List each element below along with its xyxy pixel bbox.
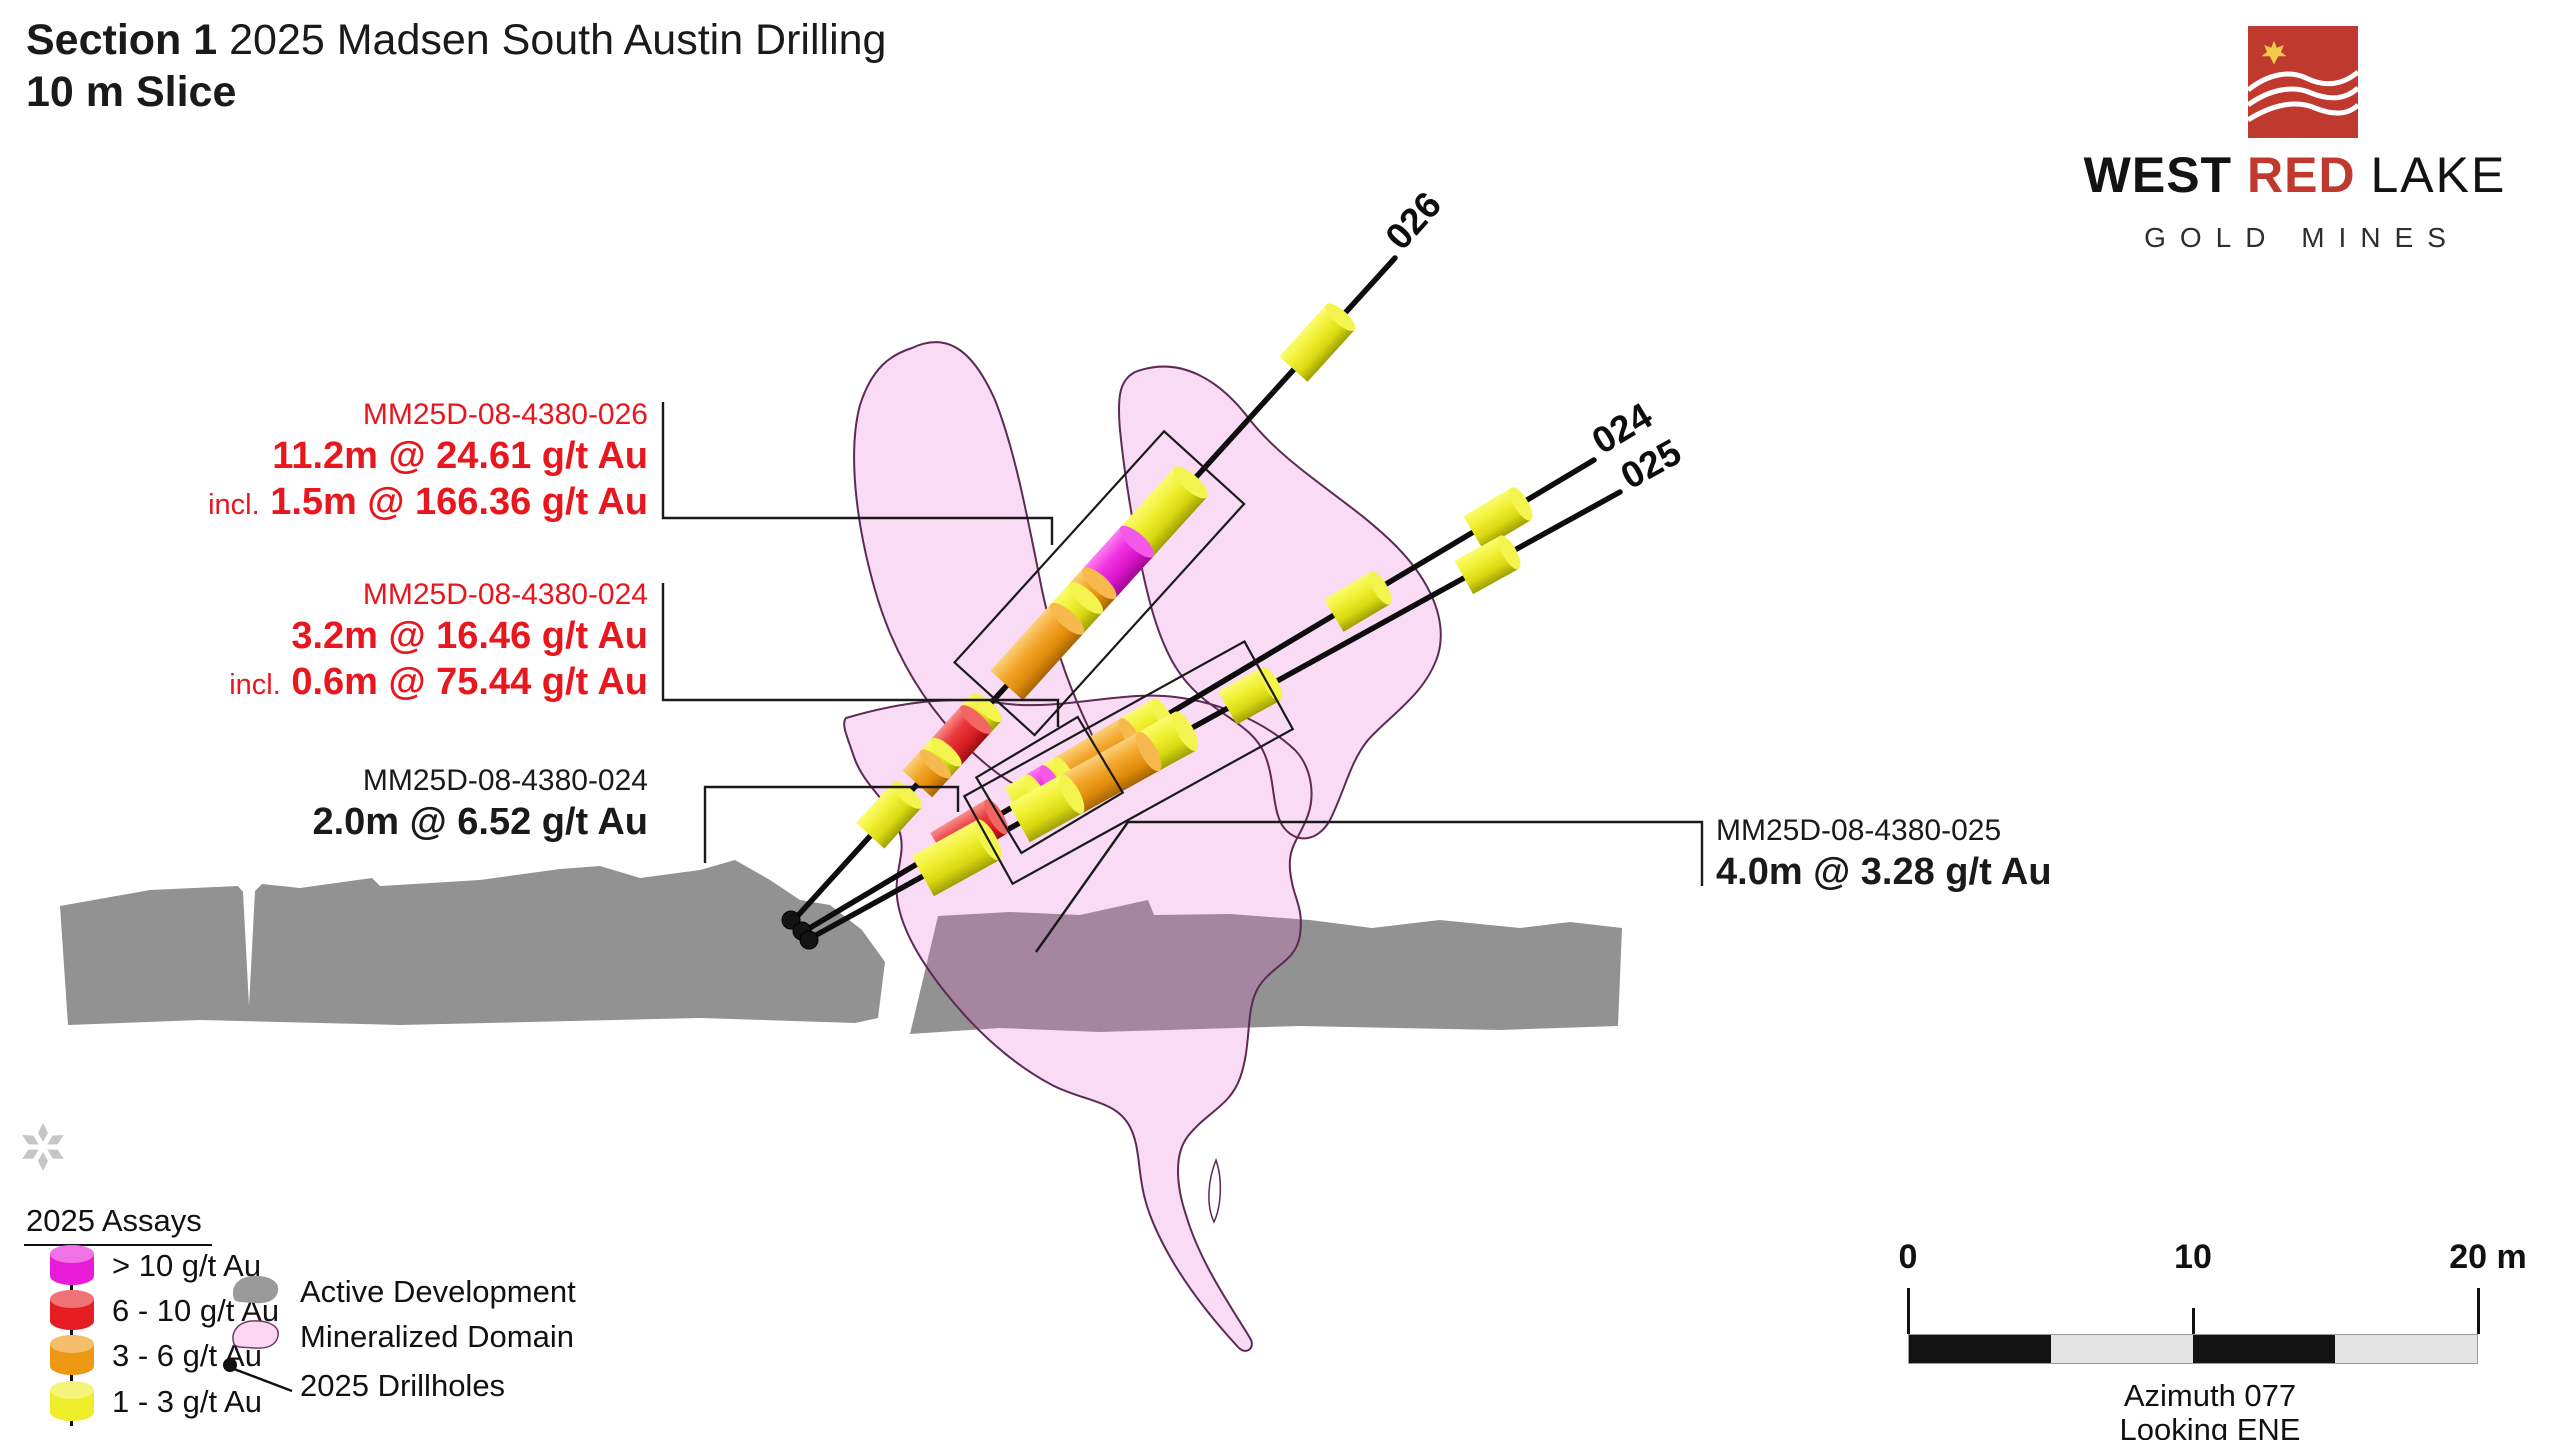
domain-notch bbox=[1208, 1157, 1222, 1224]
scale-segment-3 bbox=[2193, 1335, 2335, 1363]
annotation-024l-hole-id: MM25D-08-4380-024 bbox=[362, 764, 648, 797]
active-development-icon bbox=[232, 1275, 279, 1304]
annotation-026-incl: incl. 1.5m @ 166.36 g/t Au bbox=[208, 479, 648, 528]
legend-label-1-3: 1 - 3 g/t Au bbox=[112, 1384, 262, 1419]
logo-red: RED bbox=[2247, 147, 2356, 203]
trace-label-026: 026 bbox=[1377, 184, 1449, 257]
scale-looking-label: Looking ENE bbox=[2119, 1412, 2301, 1440]
annotation-024-upper: MM25D-08-4380-024 3.2m @ 16.46 g/t Au in… bbox=[229, 576, 648, 708]
development-bar bbox=[910, 900, 1622, 1034]
assay-puck-3-6-icon bbox=[50, 1335, 94, 1375]
drill-collars bbox=[781, 910, 819, 950]
page-title: Section 1 2025 Madsen South Austin Drill… bbox=[26, 14, 886, 118]
legend-label-drillholes: 2025 Drillholes bbox=[300, 1368, 506, 1403]
annotation-026-value: 11.2m @ 24.61 g/t Au bbox=[272, 435, 648, 477]
legend-label-gt10: > 10 g/t Au bbox=[112, 1248, 262, 1283]
scale-bar-segments bbox=[1908, 1334, 2478, 1364]
callout-box-026 bbox=[952, 429, 1246, 737]
annotation-024u-incl-prefix: incl. bbox=[229, 669, 281, 701]
drillhole-symbol-icon bbox=[223, 1358, 293, 1393]
annotation-024u-value: 3.2m @ 16.46 g/t Au bbox=[291, 615, 648, 657]
scale-tick-20 bbox=[2477, 1288, 2480, 1334]
legend-label-mineralized-domain: Mineralized Domain bbox=[300, 1319, 574, 1354]
scale-segment-1 bbox=[1909, 1335, 2051, 1363]
logo-mark bbox=[2248, 26, 2358, 138]
logo-tagline: GOLD MINES bbox=[2144, 222, 2460, 253]
software-snowflake-icon bbox=[22, 1123, 64, 1171]
scale-tick-10 bbox=[2192, 1308, 2195, 1334]
mineralized-domain-icon bbox=[232, 1320, 279, 1349]
assay-puck-6-10-icon bbox=[50, 1290, 94, 1330]
scale-segment-2 bbox=[2051, 1335, 2193, 1363]
annotation-026-incl-prefix: incl. bbox=[208, 489, 260, 521]
collar-025 bbox=[799, 930, 819, 950]
logo-lake: LAKE bbox=[2370, 147, 2507, 203]
annotation-024-lower: MM25D-08-4380-024 2.0m @ 6.52 g/t Au bbox=[312, 762, 648, 845]
annotation-026: MM25D-08-4380-026 11.2m @ 24.61 g/t Au i… bbox=[208, 396, 648, 528]
annotation-026-hole-id: MM25D-08-4380-026 bbox=[362, 398, 648, 431]
annotation-024u-incl-value: 0.6m @ 75.44 g/t Au bbox=[291, 661, 648, 703]
legend-assays-title: 2025 Assays bbox=[24, 1203, 212, 1246]
logo-west: WEST bbox=[2083, 147, 2233, 203]
scale-azimuth-label: Azimuth 077 bbox=[2123, 1378, 2297, 1413]
scale-bar: 0 10 20 m Azimuth 077 Looking ENE bbox=[1890, 1238, 2530, 1440]
leader-024a bbox=[661, 583, 1060, 727]
title-main: 2025 Madsen South Austin Drilling bbox=[217, 16, 887, 64]
trace-labels: 026 024 025 bbox=[1377, 184, 1687, 497]
annotation-024l-value: 2.0m @ 6.52 g/t Au bbox=[312, 801, 648, 843]
callout-boxes bbox=[952, 429, 1295, 886]
active-development-shapes bbox=[60, 860, 1622, 1034]
callout-box-024 bbox=[974, 715, 1125, 855]
logo-waves bbox=[2248, 70, 2358, 123]
annotation-025-value: 4.0m @ 3.28 g/t Au bbox=[1716, 851, 2052, 893]
assay-puck-gt10-icon bbox=[50, 1245, 94, 1285]
annotation-025: MM25D-08-4380-025 4.0m @ 3.28 g/t Au bbox=[1716, 812, 2052, 895]
scale-tick-0-label: 0 bbox=[1898, 1238, 1918, 1276]
development-left bbox=[60, 860, 885, 1025]
leader-024b bbox=[703, 785, 960, 863]
leader-025 bbox=[1035, 820, 1704, 953]
scale-tick-10-label: 10 bbox=[2174, 1238, 2212, 1276]
assay-puck-1-3-icon bbox=[50, 1381, 94, 1421]
annotation-024u-incl: incl. 0.6m @ 75.44 g/t Au bbox=[229, 659, 648, 708]
logo-wordmark: WEST RED LAKE bbox=[2030, 146, 2560, 204]
hole-026-intervals bbox=[856, 303, 1356, 849]
title-section: Section 1 bbox=[26, 16, 218, 64]
annotation-026-incl-value: 1.5m @ 166.36 g/t Au bbox=[270, 481, 648, 523]
title-line-1: Section 1 2025 Madsen South Austin Drill… bbox=[26, 14, 886, 66]
leader-lines bbox=[661, 402, 1704, 953]
scale-tick-20-label: 20 m bbox=[2449, 1238, 2527, 1276]
scale-segment-4 bbox=[2335, 1335, 2477, 1363]
legend-label-active-development: Active Development bbox=[300, 1274, 576, 1309]
annotation-024u-hole-id: MM25D-08-4380-024 bbox=[362, 578, 648, 611]
leader-026 bbox=[661, 402, 1054, 545]
title-line-2: 10 m Slice bbox=[26, 68, 237, 116]
maple-leaf-icon bbox=[2261, 40, 2287, 65]
scale-tick-0 bbox=[1907, 1288, 1910, 1334]
callout-box-025 bbox=[962, 640, 1295, 886]
annotation-025-hole-id: MM25D-08-4380-025 bbox=[1716, 814, 2002, 847]
